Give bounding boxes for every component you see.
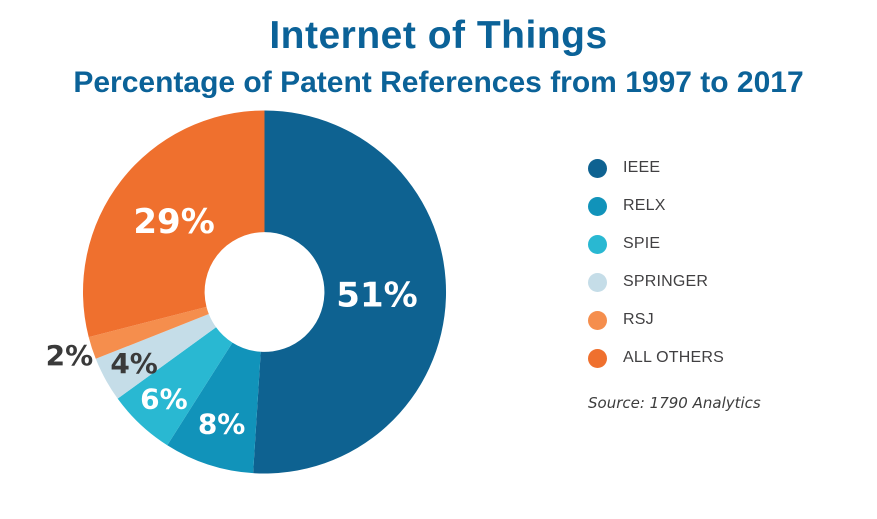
legend-item-spie: SPIE — [588, 225, 761, 263]
legend-swatch-relx — [588, 196, 607, 216]
pie-slice-ieee — [253, 110, 447, 474]
pie-slice-rsj — [88, 306, 209, 359]
legend-label-rsj: RSJ — [623, 311, 654, 328]
legend-item-relx: RELX — [588, 187, 761, 225]
pie-slice-relx — [167, 342, 261, 474]
chart-subtitle: Percentage of Patent References from 199… — [73, 65, 804, 99]
pie-slice-all-others — [82, 110, 265, 338]
legend-swatch-ieee — [588, 158, 607, 178]
slice-value-label-ieee: 51% — [336, 276, 417, 316]
legend-label-springer: SPRINGER — [623, 273, 709, 290]
legend-swatch-spie — [588, 234, 607, 254]
legend-label-all-others: ALL OTHERS — [623, 349, 724, 366]
legend-item-ieee: IEEE — [588, 149, 761, 187]
legend-item-springer: SPRINGER — [588, 263, 761, 301]
legend-swatch-rsj — [588, 310, 607, 330]
slice-value-label-rsj: 2% — [46, 339, 94, 372]
legend-label-relx: RELX — [623, 197, 666, 214]
slice-value-label-all-others: 29% — [133, 202, 214, 242]
header: Internet of Things Percentage of Patent … — [0, 0, 877, 99]
legend-label-ieee: IEEE — [623, 159, 661, 176]
legend-swatch-all-others — [588, 348, 607, 368]
legend-item-all-others: ALL OTHERS — [588, 339, 761, 377]
legend: IEEE RELX SPIE SPRINGER RSJ ALL OTHERS Source:… — [588, 149, 761, 412]
legend-item-rsj: RSJ — [588, 301, 761, 339]
legend-label-spie: SPIE — [623, 235, 661, 252]
pie-slice-spie — [117, 327, 233, 446]
slice-value-label-relx: 8% — [198, 408, 246, 441]
chart-title: Internet of Things — [269, 14, 608, 57]
slice-value-label-spie: 6% — [140, 383, 188, 416]
legend-swatch-springer — [588, 272, 607, 292]
slice-value-label-springer: 4% — [110, 347, 158, 380]
pie-slice-springer — [95, 314, 217, 399]
source-note: Source: 1790 Analytics — [588, 394, 761, 412]
